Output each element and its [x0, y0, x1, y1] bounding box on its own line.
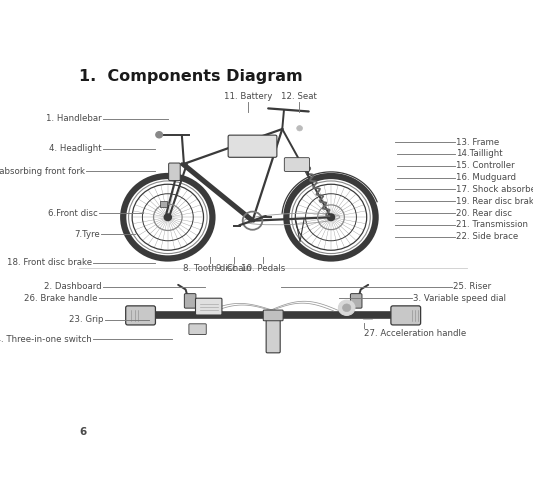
FancyBboxPatch shape: [189, 324, 206, 334]
Text: 26. Brake handle: 26. Brake handle: [24, 294, 98, 303]
Text: 25. Riser: 25. Riser: [453, 282, 491, 291]
Text: 16. Mudguard: 16. Mudguard: [456, 173, 516, 182]
Text: 17. Shock absorber: 17. Shock absorber: [456, 185, 533, 194]
Text: 21. Transmission: 21. Transmission: [456, 220, 528, 229]
Circle shape: [156, 132, 163, 138]
Text: 27. Acceleration handle: 27. Acceleration handle: [364, 329, 466, 338]
Text: 18. Front disc brake: 18. Front disc brake: [7, 258, 92, 267]
FancyBboxPatch shape: [184, 294, 196, 308]
FancyBboxPatch shape: [126, 306, 156, 325]
FancyBboxPatch shape: [391, 306, 421, 325]
Text: 6: 6: [79, 427, 86, 437]
Text: 3. Variable speed dial: 3. Variable speed dial: [413, 294, 506, 303]
FancyBboxPatch shape: [266, 314, 280, 353]
Text: 12. Seat: 12. Seat: [281, 92, 317, 101]
Text: 5.Shock-absorbing front fork: 5.Shock-absorbing front fork: [0, 167, 85, 176]
FancyBboxPatch shape: [228, 135, 277, 157]
Text: 10. Pedals: 10. Pedals: [241, 264, 285, 273]
Text: 11. Battery: 11. Battery: [224, 92, 272, 101]
Circle shape: [343, 304, 351, 311]
FancyBboxPatch shape: [160, 201, 167, 207]
Text: 23. Grip: 23. Grip: [69, 315, 104, 324]
Text: 13. Frame: 13. Frame: [456, 137, 499, 146]
Circle shape: [338, 300, 355, 315]
Text: 24. Three-in-one switch: 24. Three-in-one switch: [0, 335, 92, 344]
Text: 14.Taillight: 14.Taillight: [456, 149, 503, 158]
Text: 15. Controller: 15. Controller: [456, 161, 514, 170]
Circle shape: [327, 214, 335, 221]
Text: 1. Handlebar: 1. Handlebar: [46, 114, 102, 123]
FancyBboxPatch shape: [284, 158, 310, 172]
FancyBboxPatch shape: [196, 298, 222, 315]
Circle shape: [297, 125, 303, 131]
FancyBboxPatch shape: [350, 294, 362, 308]
Text: 22. Side brace: 22. Side brace: [456, 232, 518, 241]
Circle shape: [164, 214, 172, 221]
Text: 9. Chain: 9. Chain: [216, 264, 252, 273]
Text: 19. Rear disc brake: 19. Rear disc brake: [456, 197, 533, 206]
Text: 6.Front disc: 6.Front disc: [48, 209, 98, 218]
Text: 20. Rear disc: 20. Rear disc: [456, 208, 512, 218]
Text: 2. Dashboard: 2. Dashboard: [44, 282, 102, 291]
FancyBboxPatch shape: [168, 163, 180, 181]
Text: 7.Tyre: 7.Tyre: [74, 230, 100, 239]
Text: 4. Headlight: 4. Headlight: [49, 144, 102, 153]
Text: 8. Tooth disc: 8. Tooth disc: [183, 264, 237, 273]
FancyBboxPatch shape: [263, 310, 283, 321]
Text: 1.  Components Diagram: 1. Components Diagram: [79, 69, 303, 84]
